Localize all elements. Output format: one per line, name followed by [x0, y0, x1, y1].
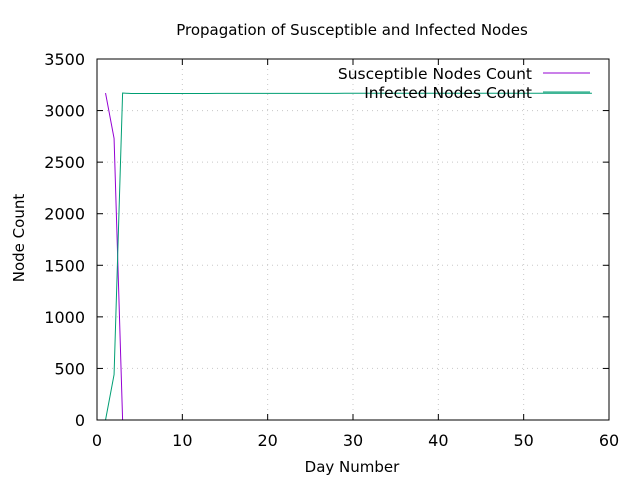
x-tick-label: 40 — [428, 431, 448, 450]
y-tick-label: 2500 — [44, 153, 85, 172]
series-line-susceptible — [105, 92, 124, 421]
legend-label-infected: Infected Nodes Count — [364, 84, 532, 102]
legend: Susceptible Nodes Count Infected Nodes C… — [338, 65, 590, 102]
grid-lines — [97, 59, 609, 420]
series-lines — [105, 92, 592, 421]
x-tick-label: 30 — [343, 431, 363, 450]
chart-title: Propagation of Susceptible and Infected … — [176, 21, 528, 39]
legend-label-susceptible: Susceptible Nodes Count — [338, 65, 532, 83]
series-line-infected — [105, 92, 592, 421]
x-tick-label: 50 — [513, 431, 533, 450]
y-tick-label: 500 — [54, 359, 85, 378]
y-tick-label: 0 — [75, 411, 85, 430]
x-tick-label: 0 — [92, 431, 102, 450]
x-tick-label: 60 — [599, 431, 619, 450]
y-tick-label: 3500 — [44, 50, 85, 69]
axis-ticks: 0 10 20 30 40 50 60 0 500 1000 1500 2000 2500 3000 350… — [44, 50, 619, 450]
y-tick-label: 3000 — [44, 102, 85, 121]
y-tick-label: 1000 — [44, 308, 85, 327]
y-axis-title: Node Count — [10, 194, 28, 283]
y-tick-label: 1500 — [44, 256, 85, 275]
x-tick-label: 20 — [257, 431, 277, 450]
x-tick-label: 10 — [172, 431, 192, 450]
y-tick-label: 2000 — [44, 205, 85, 224]
x-axis-title: Day Number — [305, 458, 400, 476]
